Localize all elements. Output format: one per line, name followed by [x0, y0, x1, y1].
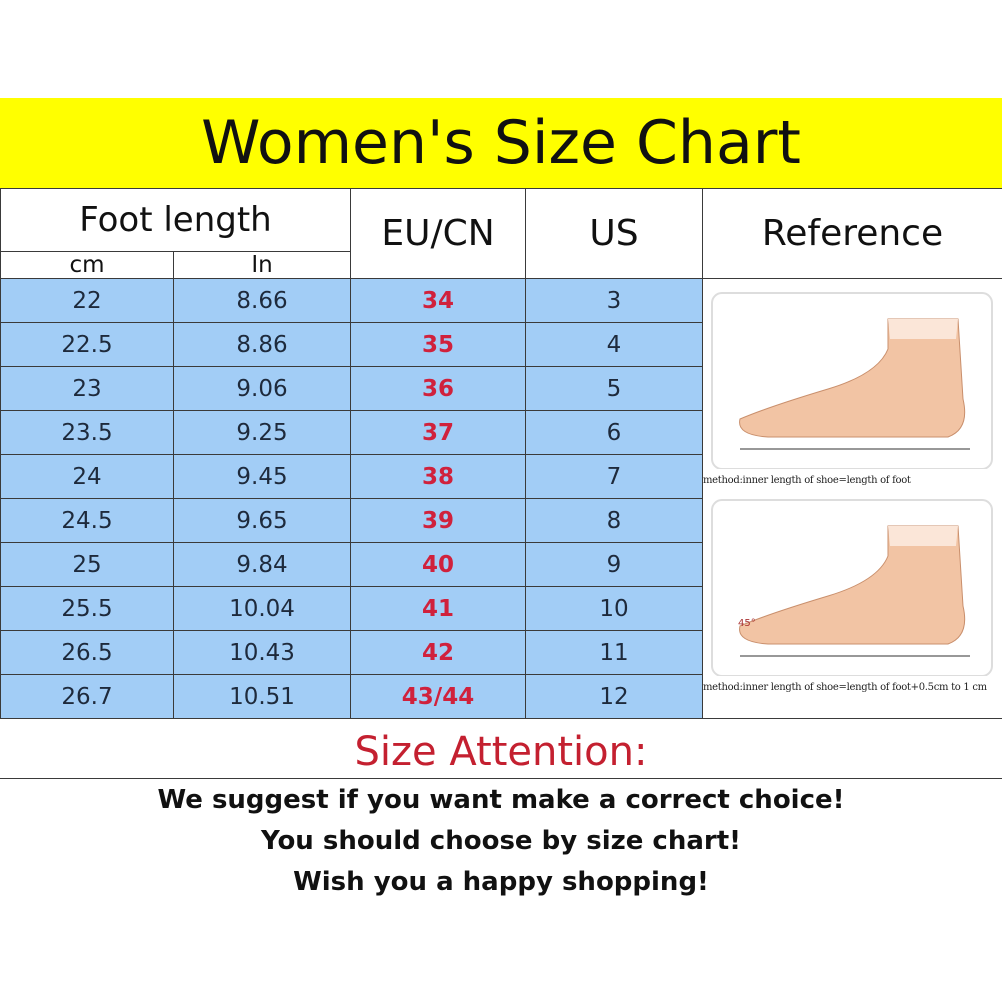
- cell-us: 6: [525, 410, 703, 455]
- cell-eu: 40: [350, 542, 526, 587]
- table-row: 25.5 10.04 41 10: [0, 586, 1002, 631]
- cell-us: 3: [525, 278, 703, 323]
- cell-cm: 24: [0, 454, 174, 499]
- table-row: 23 9.06 36 5: [0, 366, 1002, 411]
- cell-in: 9.84: [173, 542, 351, 587]
- cell-us: 9: [525, 542, 703, 587]
- cell-us: 4: [525, 322, 703, 367]
- header-in: In: [173, 251, 351, 279]
- header-us: US: [525, 188, 703, 279]
- cell-eu: 37: [350, 410, 526, 455]
- angle-label: 45°: [738, 618, 756, 629]
- table-row: 26.5 10.43 42 11: [0, 630, 1002, 675]
- foot-illustration: [710, 292, 993, 470]
- cell-cm: 22.5: [0, 322, 174, 367]
- attention-line: Wish you a happy shopping!: [293, 867, 709, 897]
- cell-eu: 42: [350, 630, 526, 675]
- cell-in: 8.66: [173, 278, 351, 323]
- size-attention-heading: Size Attention:: [0, 725, 1002, 779]
- table-row: 25 9.84 40 9: [0, 542, 1002, 587]
- cell-eu: 35: [350, 322, 526, 367]
- cell-cm: 22: [0, 278, 174, 323]
- cell-in: 10.51: [173, 674, 351, 719]
- table-row: 23.5 9.25 37 6: [0, 410, 1002, 455]
- cell-eu: 36: [350, 366, 526, 411]
- cell-cm: 23.5: [0, 410, 174, 455]
- reference-figure: method:inner length of shoe=length of fo…: [703, 279, 1002, 486]
- attention-message: We suggest if you want make a correct ch…: [0, 780, 1002, 903]
- cell-eu: 43/44: [350, 674, 526, 719]
- table-row: 22.5 8.86 35 4: [0, 322, 1002, 367]
- table-row: 24 9.45 38 7: [0, 454, 1002, 499]
- cell-cm: 24.5: [0, 498, 174, 543]
- header-cm: cm: [0, 251, 174, 279]
- reference-panel: method:inner length of shoe=length of fo…: [702, 278, 1002, 719]
- attention-line: We suggest if you want make a correct ch…: [157, 785, 845, 815]
- table-row: 26.7 10.51 43/44 12: [0, 674, 1002, 719]
- header-foot-length: Foot length: [0, 188, 351, 252]
- cell-us: 5: [525, 366, 703, 411]
- reference-figure: 45° method:inner length of shoe=length o…: [703, 486, 1002, 693]
- header-eu-cn: EU/CN: [350, 188, 526, 279]
- size-table: Foot length EU/CN US Reference cm In 22 8…: [0, 188, 1002, 719]
- cell-us: 8: [525, 498, 703, 543]
- cell-us: 10: [525, 586, 703, 631]
- foot-illustration: 45°: [710, 499, 993, 677]
- cell-in: 8.86: [173, 322, 351, 367]
- table-row: 22 8.66 34 3 method:inner length of shoe=le…: [0, 278, 1002, 719]
- cell-us: 11: [525, 630, 703, 675]
- cell-in: 9.25: [173, 410, 351, 455]
- attention-line: You should choose by size chart!: [261, 826, 741, 856]
- cell-cm: 26.5: [0, 630, 174, 675]
- cell-cm: 25.5: [0, 586, 174, 631]
- cell-cm: 23: [0, 366, 174, 411]
- cell-eu: 41: [350, 586, 526, 631]
- cell-eu: 34: [350, 278, 526, 323]
- cell-eu: 39: [350, 498, 526, 543]
- cell-in: 10.04: [173, 586, 351, 631]
- cell-us: 7: [525, 454, 703, 499]
- cell-in: 9.45: [173, 454, 351, 499]
- reference-caption: method:inner length of shoe=length of fo…: [703, 475, 911, 486]
- cell-in: 9.06: [173, 366, 351, 411]
- header-reference: Reference: [702, 188, 1002, 279]
- cell-cm: 26.7: [0, 674, 174, 719]
- cell-us: 12: [525, 674, 703, 719]
- cell-cm: 25: [0, 542, 174, 587]
- reference-caption: method:inner length of shoe=length of fo…: [703, 682, 987, 693]
- table-row: 24.5 9.65 39 8: [0, 498, 1002, 543]
- chart-title: Women's Size Chart: [0, 98, 1002, 190]
- cell-in: 10.43: [173, 630, 351, 675]
- cell-eu: 38: [350, 454, 526, 499]
- cell-in: 9.65: [173, 498, 351, 543]
